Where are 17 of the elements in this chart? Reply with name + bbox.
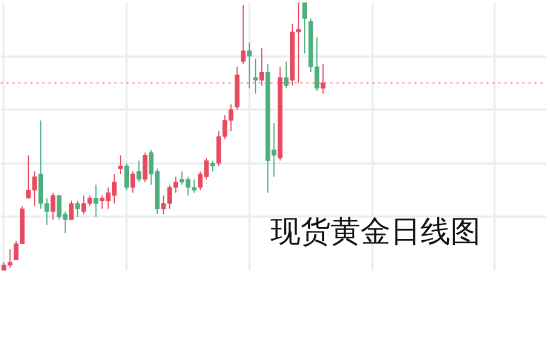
candlestick [253,58,258,94]
candlestick [50,192,56,220]
candlestick [302,2,307,54]
candlestick [210,160,215,172]
candlestick [69,200,74,220]
candlestick [284,60,289,89]
candlestick [247,42,252,89]
candlestick [130,170,136,194]
candlestick [259,47,264,86]
annotation: 现货黄金日线图 [270,216,480,248]
candlestick [124,162,129,191]
candlestick [320,64,326,94]
candlestick [240,4,246,65]
candlestick [75,200,80,218]
candlestick [94,184,98,218]
candlestick [136,160,142,183]
candlestick [118,154,123,175]
